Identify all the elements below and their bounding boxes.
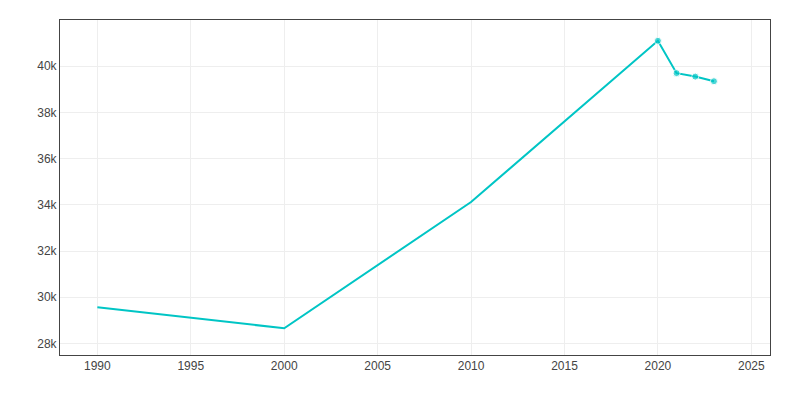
svg-text:36k: 36k bbox=[37, 152, 57, 166]
svg-text:28k: 28k bbox=[37, 337, 57, 351]
svg-text:2015: 2015 bbox=[551, 359, 578, 373]
svg-text:1990: 1990 bbox=[84, 359, 111, 373]
svg-text:2010: 2010 bbox=[458, 359, 485, 373]
svg-text:32k: 32k bbox=[37, 244, 57, 258]
svg-text:2025: 2025 bbox=[738, 359, 765, 373]
svg-text:40k: 40k bbox=[37, 59, 57, 73]
svg-text:2000: 2000 bbox=[271, 359, 298, 373]
svg-text:2005: 2005 bbox=[364, 359, 391, 373]
svg-text:2020: 2020 bbox=[645, 359, 672, 373]
svg-text:38k: 38k bbox=[37, 106, 57, 120]
svg-text:1995: 1995 bbox=[177, 359, 204, 373]
svg-text:34k: 34k bbox=[37, 198, 57, 212]
svg-text:30k: 30k bbox=[37, 290, 57, 304]
